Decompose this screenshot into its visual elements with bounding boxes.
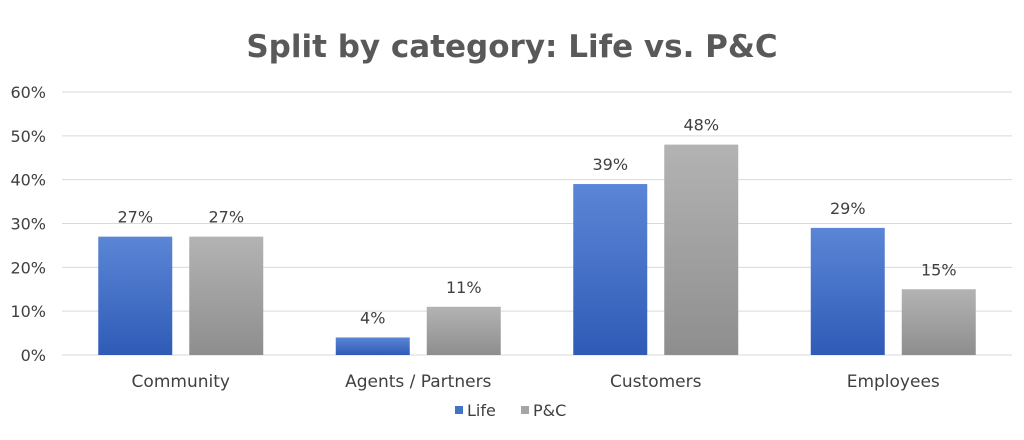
y-tick-label: 50% <box>10 127 46 146</box>
data-label: 27% <box>117 208 153 227</box>
legend-swatch <box>455 406 463 414</box>
data-label: 4% <box>360 308 385 327</box>
bar <box>335 337 410 355</box>
category-label: Employees <box>847 372 940 392</box>
category-label: Agents / Partners <box>345 372 491 392</box>
bar <box>901 289 976 355</box>
data-labels: 27% 27% 4% 11% 39% 48% 29% 15% <box>117 116 956 328</box>
bar <box>98 236 173 355</box>
bar <box>426 306 501 355</box>
data-label: 29% <box>830 199 866 218</box>
bar <box>664 144 739 355</box>
data-label: 39% <box>592 155 628 174</box>
data-label: 11% <box>446 278 482 297</box>
chart-title: Split by category: Life vs. P&C <box>246 29 777 65</box>
legend-label: P&C <box>533 401 566 420</box>
y-tick-label: 30% <box>10 215 46 234</box>
category-label: Community <box>132 372 230 392</box>
x-axis-categories: Community Agents / Partners Customers Emplo… <box>132 372 940 392</box>
legend-label: Life <box>467 401 496 420</box>
y-tick-label: 40% <box>10 171 46 190</box>
legend-swatch <box>521 406 529 414</box>
y-tick-label: 10% <box>10 302 46 321</box>
bar <box>810 227 885 355</box>
y-tick-label: 20% <box>10 258 46 277</box>
bars <box>98 144 976 355</box>
category-label: Customers <box>610 372 702 392</box>
y-tick-label: 0% <box>21 346 46 365</box>
data-label: 15% <box>921 260 957 279</box>
legend: Life P&C <box>455 401 566 420</box>
y-tick-label: 60% <box>10 83 46 102</box>
data-label: 48% <box>683 116 719 135</box>
y-axis-ticks: 0% 10% 20% 30% 40% 50% 60% <box>10 83 46 365</box>
bar <box>189 236 264 355</box>
data-label: 27% <box>208 208 244 227</box>
bar <box>573 184 648 355</box>
